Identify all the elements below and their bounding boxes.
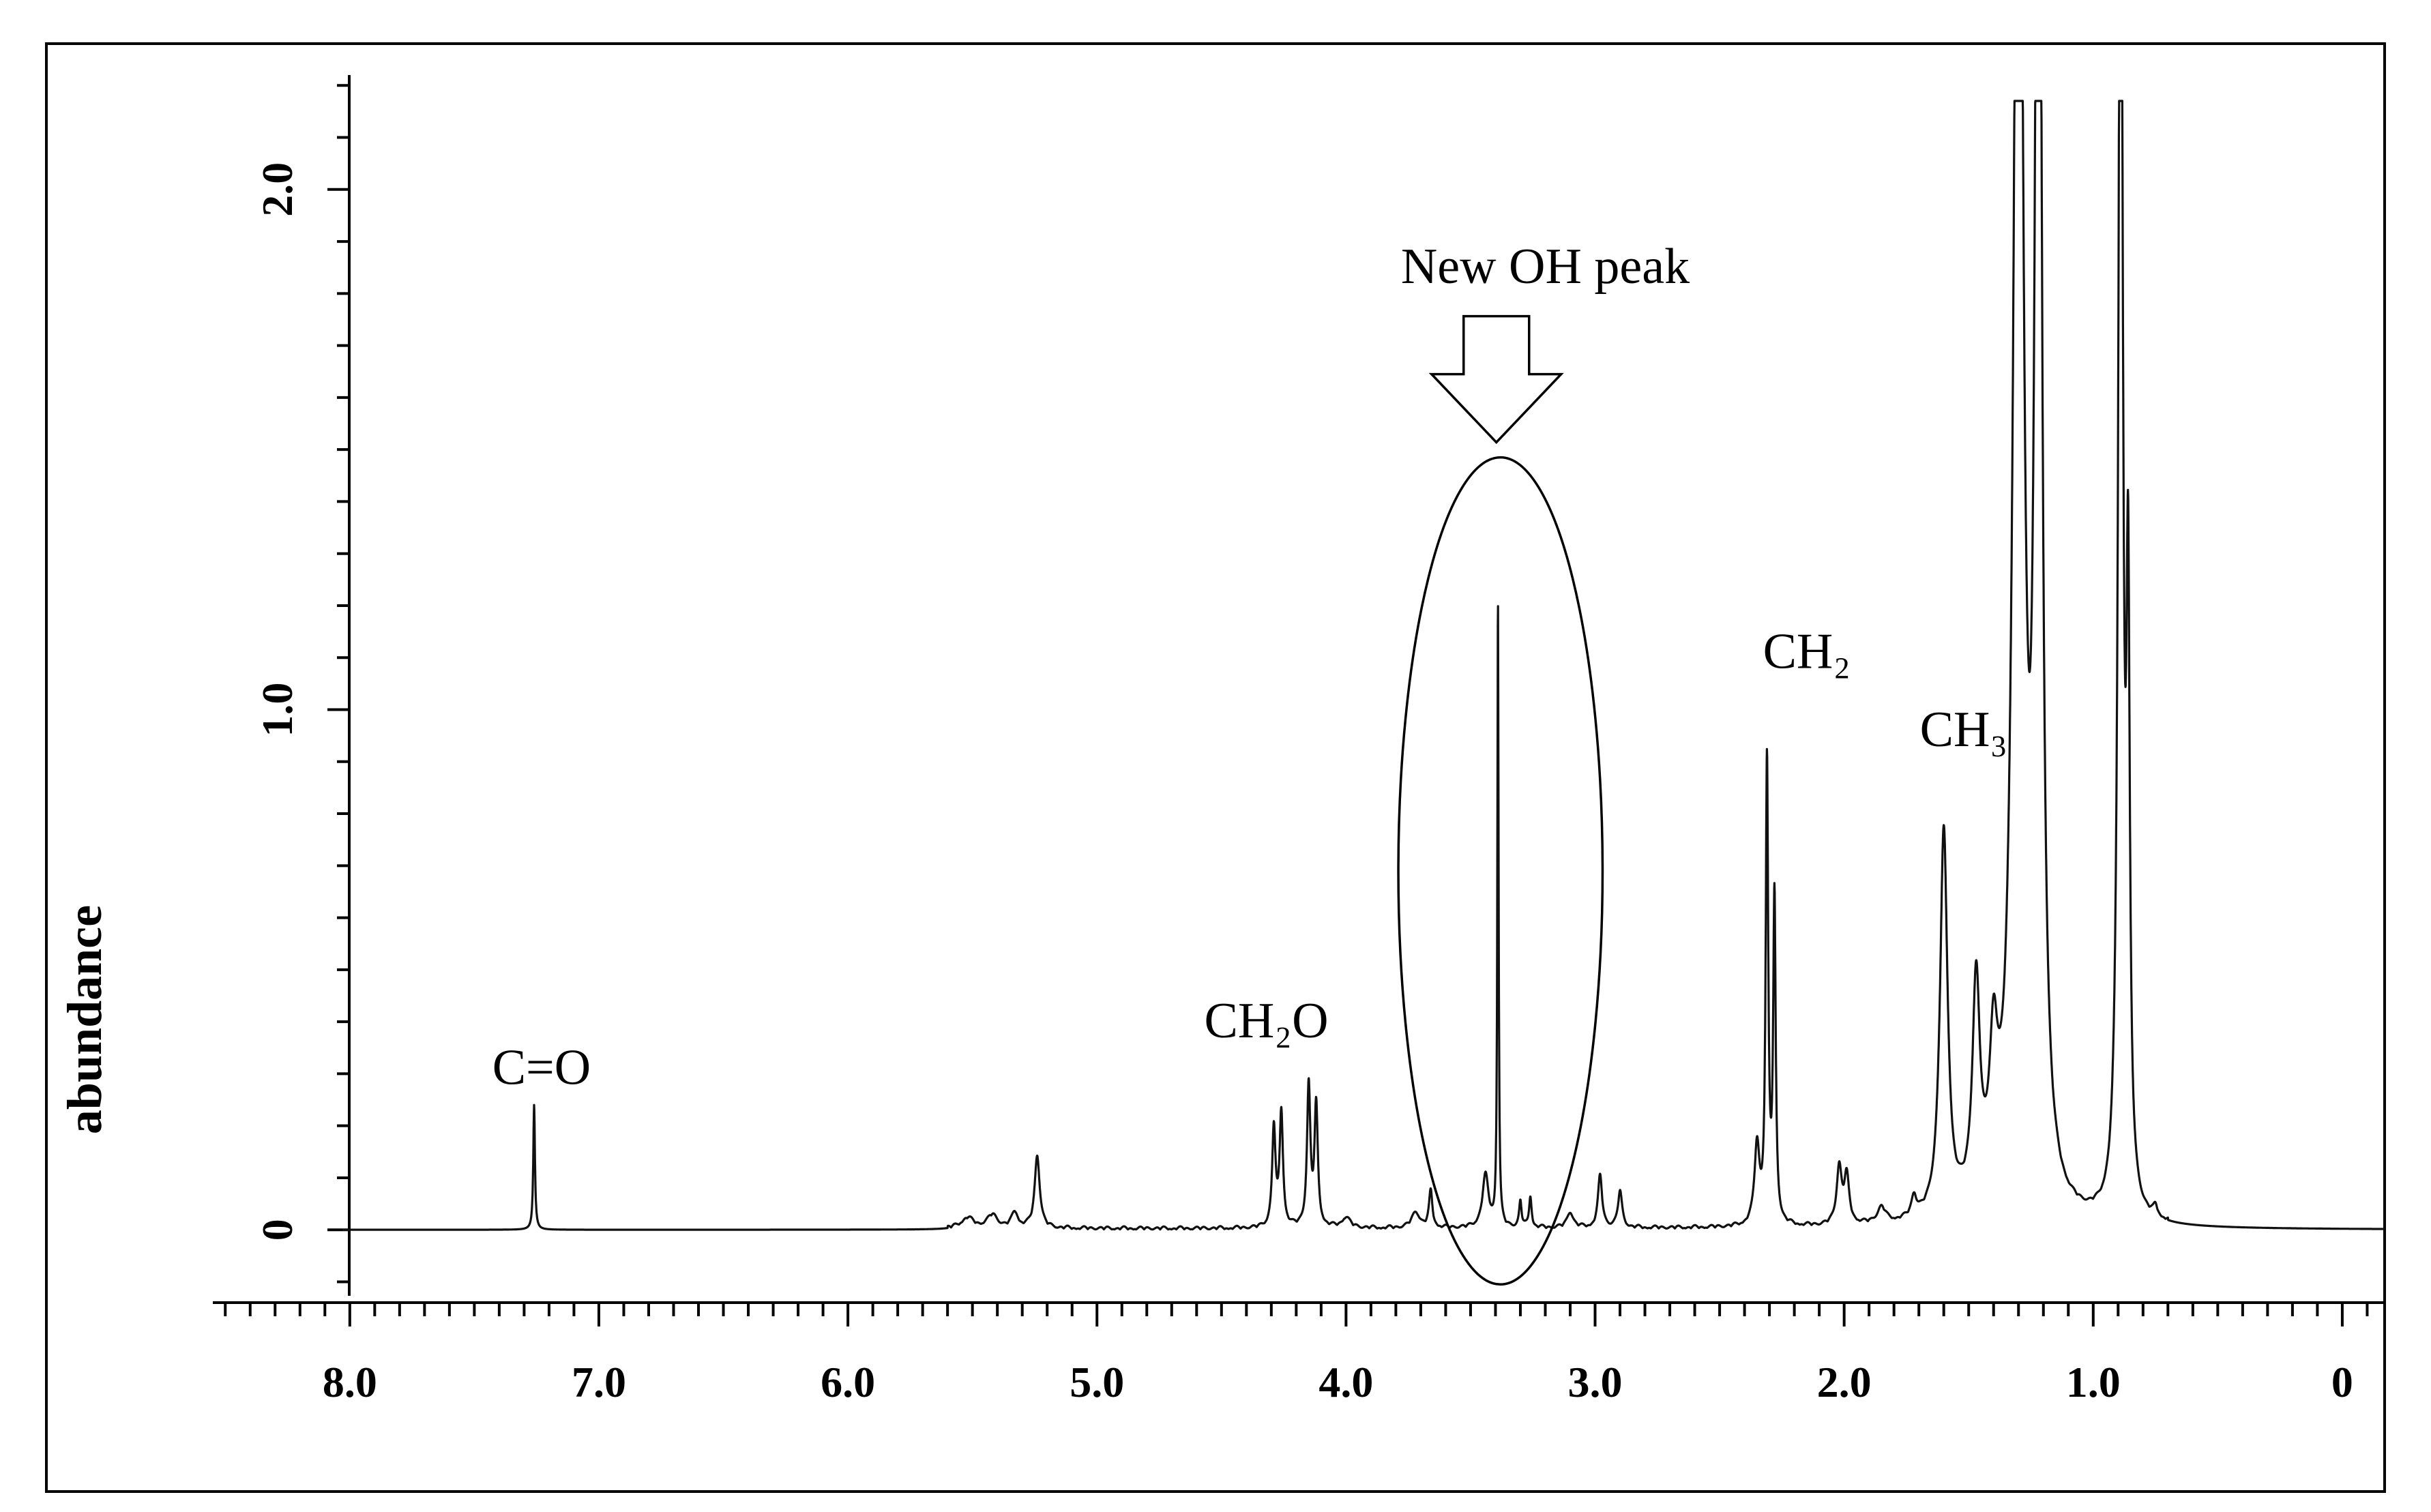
x-ticks bbox=[224, 1303, 2369, 1326]
peak-annotation-label: CH₃ bbox=[1920, 702, 2008, 758]
x-tick-label: 6.0 bbox=[821, 1358, 875, 1406]
peak-annotation-label: C=O bbox=[492, 1040, 591, 1096]
y-tick-labels: 0 1.0 2.0 bbox=[253, 162, 301, 1241]
new-oh-arrow-icon bbox=[1428, 314, 1564, 445]
peak-annotations: C=O CH₂O CH₂ CH₃ New OH peak bbox=[492, 239, 2008, 1096]
y-tick-label: 1.0 bbox=[253, 683, 301, 737]
y-ticks bbox=[327, 84, 349, 1284]
x-tick-label: 4.0 bbox=[1318, 1358, 1373, 1406]
y-tick-label: 2.0 bbox=[253, 162, 301, 217]
peak-annotation-label: CH₂ bbox=[1763, 623, 1851, 679]
peak-annotation-label: New OH peak bbox=[1401, 239, 1690, 295]
x-tick-label: 2.0 bbox=[1817, 1358, 1872, 1406]
new-oh-highlight-ellipse bbox=[1397, 456, 1604, 1286]
spectrum-series-line bbox=[341, 100, 2386, 1231]
x-tick-labels: 8.0 7.0 6.0 5.0 4.0 3.0 2.0 1.0 0 bbox=[323, 1358, 2353, 1406]
x-tick-label: 0 bbox=[2331, 1358, 2353, 1406]
x-tick-label: 3.0 bbox=[1568, 1358, 1623, 1406]
chart-frame bbox=[45, 42, 2386, 1493]
y-axis-label: abundance bbox=[57, 905, 112, 1134]
x-tick-label: 5.0 bbox=[1070, 1358, 1124, 1406]
peak-annotation-label: CH₂O bbox=[1205, 993, 1329, 1049]
x-tick-label: 7.0 bbox=[572, 1358, 626, 1406]
x-tick-label: 1.0 bbox=[2066, 1358, 2121, 1406]
x-tick-label: 8.0 bbox=[323, 1358, 377, 1406]
y-tick-label: 0 bbox=[253, 1219, 301, 1241]
